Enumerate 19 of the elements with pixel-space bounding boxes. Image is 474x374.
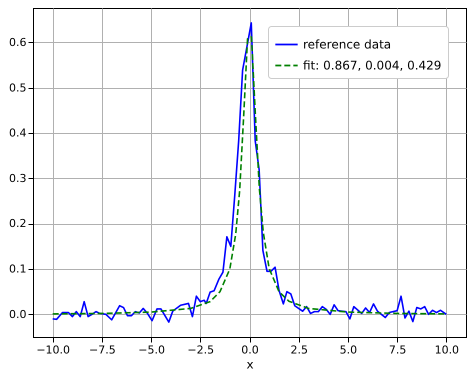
x-tick-label: −10.0 (36, 344, 70, 356)
x-tick-label: 5.0 (340, 344, 358, 356)
legend-label: fit: 0.867, 0.004, 0.429 (303, 58, 442, 72)
x-axis-title: x (246, 358, 254, 372)
x-tick-label: 7.5 (388, 344, 406, 356)
y-tick-label: 0.4 (9, 126, 26, 140)
y-tick-label: 0.2 (9, 217, 26, 230)
x-tick-label: −5.0 (138, 344, 165, 356)
x-tick-label: 0.0 (241, 344, 259, 356)
x-tick-label: −7.5 (89, 344, 116, 356)
x-tick-label: −2.5 (187, 344, 214, 356)
x-tick-label: 10.0 (434, 344, 460, 356)
y-tick-label: 0.5 (9, 81, 26, 94)
x-tick-label: 2.5 (290, 344, 308, 356)
y-tick-label: 0.1 (9, 262, 26, 276)
y-tick-label: 0.6 (9, 36, 26, 49)
y-tick-label: 0.3 (9, 172, 26, 185)
y-tick-label: 0.0 (9, 308, 26, 321)
legend-label: reference data (303, 38, 392, 52)
